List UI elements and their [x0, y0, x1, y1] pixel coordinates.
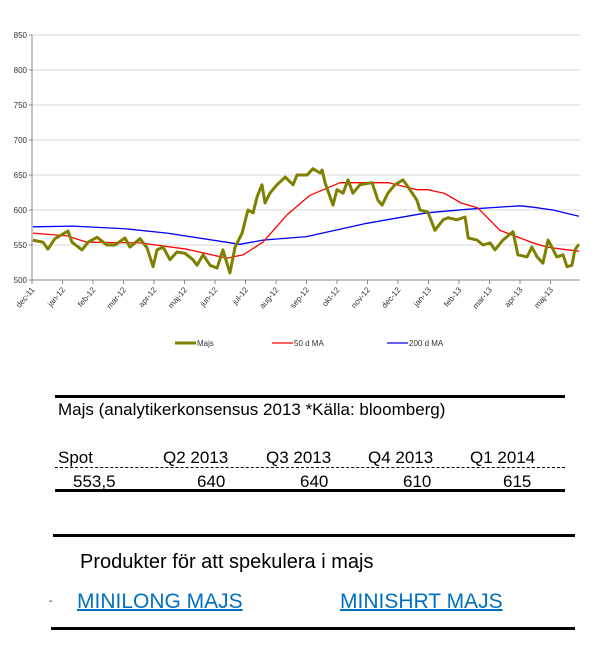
header-q3-2013: Q3 2013: [266, 448, 332, 467]
x-tick-label: sep-12: [288, 285, 311, 310]
y-tick-label: 500: [14, 276, 28, 285]
table-bottom-rule: [55, 489, 565, 492]
y-tick-label: 850: [14, 31, 28, 40]
y-tick-label: 700: [14, 136, 28, 145]
minilong-majs-link[interactable]: MINILONG MAJS: [77, 590, 243, 613]
x-tick-label: okt-12: [320, 285, 342, 308]
table-top-rule: [55, 395, 565, 398]
header-spot: Spot: [58, 448, 93, 467]
value-spot: 553,5: [73, 472, 116, 491]
y-tick-label: 650: [14, 171, 28, 180]
header-q1-2014: Q1 2014: [470, 448, 536, 467]
table-title: Majs (analytikerkonsensus 2013 *Källa: b…: [58, 400, 446, 419]
x-tick-label: dec-11: [14, 285, 37, 309]
y-tick-label: 750: [14, 101, 28, 110]
series-line-majs: [32, 167, 581, 275]
x-tick-label: mar-13: [471, 285, 495, 311]
legend-label: 50 d MA: [294, 339, 324, 348]
minishrt-majs-link[interactable]: MINISHRT MAJS: [340, 590, 503, 613]
value-q2-2013: 640: [197, 472, 226, 491]
legend-label: 200 d MA: [409, 339, 444, 348]
x-tick-label: jan-12: [45, 285, 67, 309]
x-tick-label: maj-12: [166, 285, 189, 310]
products-bottom-rule: [51, 627, 575, 630]
header-q2-2013: Q2 2013: [163, 448, 229, 467]
value-q1-2014: 615: [503, 472, 532, 491]
series-line-200-d-ma: [32, 205, 580, 245]
y-tick-label: 600: [14, 206, 28, 215]
series-line-50-d-ma: [32, 182, 579, 259]
x-tick-label: jan-13: [411, 285, 433, 309]
legend-label: Majs: [197, 339, 214, 348]
x-tick-label: apr-12: [137, 285, 159, 309]
value-q4-2013: 610: [403, 472, 432, 491]
products-top-rule: [53, 534, 575, 537]
price-chart: 500 550 600 650 700 750 800 850 dec-11 jan-12 feb-…: [14, 31, 581, 348]
x-tick-label: mar-12: [105, 285, 129, 311]
y-tick-label: 550: [14, 241, 28, 250]
x-tick-label: jun-12: [198, 285, 220, 309]
table-dotted-divider: [55, 467, 565, 468]
value-q3-2013: 640: [300, 472, 329, 491]
y-tick-label: 800: [14, 66, 28, 75]
header-q4-2013: Q4 2013: [368, 448, 434, 467]
x-tick-label: nov-12: [349, 285, 372, 310]
x-tick-label: maj-13: [532, 285, 555, 310]
products-heading: Produkter för att spekulera i majs: [80, 551, 374, 573]
x-tick-label: feb-13: [442, 285, 464, 309]
x-tick-label: feb-12: [76, 285, 98, 309]
bullet: -: [49, 596, 53, 607]
x-tick-label: apr-13: [503, 285, 525, 309]
x-tick-label: aug-12: [258, 285, 281, 310]
x-tick-label: dec-12: [380, 285, 403, 310]
x-tick-label: jul-12: [230, 285, 250, 307]
